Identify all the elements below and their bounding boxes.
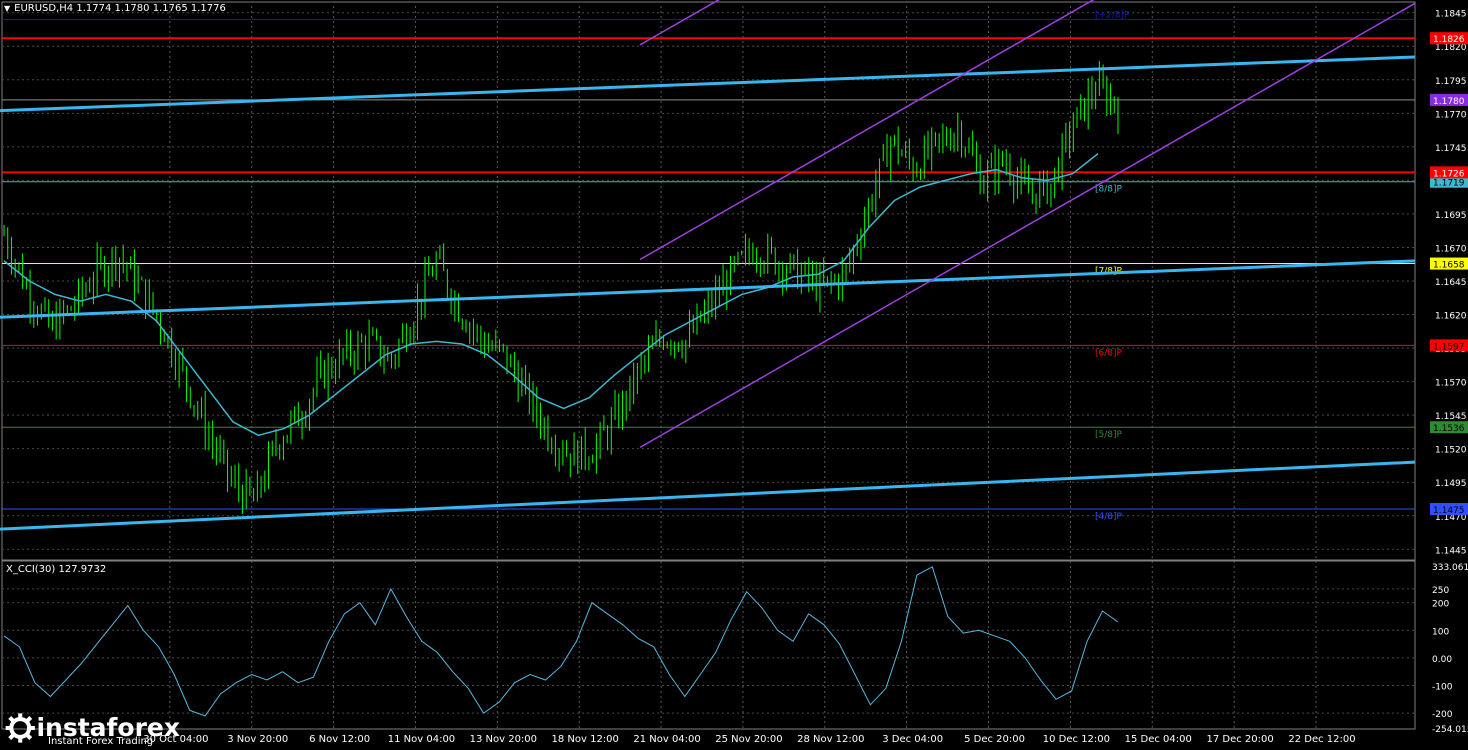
price-tag: 1.1719 xyxy=(1433,179,1465,189)
x-tick-label: 21 Nov 04:00 xyxy=(633,734,700,745)
price-tick-label: 1.1545 xyxy=(1435,412,1467,422)
cci-tick-label: 100 xyxy=(1432,627,1449,637)
murrey-level-label: [5/8]P xyxy=(1095,430,1123,440)
price-tick-label: 1.1795 xyxy=(1435,77,1467,87)
price-tick-label: 1.1445 xyxy=(1435,546,1467,556)
x-tick-label: 17 Dec 20:00 xyxy=(1207,734,1274,745)
grid xyxy=(1,1,1416,730)
cci-tick-label: 333.061 xyxy=(1432,563,1468,573)
channel-line xyxy=(639,0,1095,261)
x-tick-label: 15 Dec 04:00 xyxy=(1125,734,1192,745)
price-tag: 1.1658 xyxy=(1433,261,1465,271)
x-tick-label: 28 Nov 12:00 xyxy=(797,734,864,745)
price-tick-label: 1.1570 xyxy=(1435,379,1467,389)
moving-average-line xyxy=(3,153,1099,437)
chart-header: ▼ EURUSD,H4 1.1774 1.1780 1.1765 1.1776 xyxy=(4,3,226,14)
x-tick-label: 3 Nov 20:00 xyxy=(227,734,288,745)
x-tick-label: 30 Oct 04:00 xyxy=(143,734,208,745)
price-tag-bg xyxy=(1430,93,1468,106)
x-tick-label: 11 Nov 04:00 xyxy=(388,734,455,745)
price-tick-label: 1.1745 xyxy=(1435,144,1467,154)
ohlc-readout: 1.1774 1.1780 1.1765 1.1776 xyxy=(76,3,226,14)
trend-line xyxy=(0,55,1416,113)
gear-icon xyxy=(5,713,35,743)
x-tick-label: 6 Nov 12:00 xyxy=(309,734,370,745)
x-tick-label: 18 Nov 12:00 xyxy=(551,734,618,745)
price-tick-label: 1.1645 xyxy=(1435,278,1467,288)
cci-tick-label: -200 xyxy=(1432,710,1453,720)
price-tick-label: 1.1520 xyxy=(1435,446,1467,456)
cci-tick-label: -100 xyxy=(1432,683,1453,693)
price-tag: 1.1536 xyxy=(1433,424,1465,434)
price-tick-label: 1.1770 xyxy=(1435,110,1467,120)
x-tick-label: 10 Dec 12:00 xyxy=(1043,734,1110,745)
price-tick-label: 1.1670 xyxy=(1435,244,1467,254)
cci-layer xyxy=(2,566,1415,717)
top-level-label: [+2/8]P xyxy=(1095,10,1130,20)
logo-brand: instaforex xyxy=(36,713,180,742)
overlay-layer xyxy=(0,0,1416,531)
price-tag-bg xyxy=(1430,339,1468,352)
cci-tick-label: 0.00 xyxy=(1432,655,1452,665)
axes-layer: 30 Oct 04:00 3 Nov 20:00 6 Nov 12:00 11 Nov… xyxy=(143,10,1468,745)
cci-tick-label: 250 xyxy=(1432,586,1449,596)
murrey-level-label: [7/8]P xyxy=(1095,267,1123,277)
murrey-level-label: [8/8]P xyxy=(1095,185,1123,195)
price-tag-bg xyxy=(1430,503,1468,516)
x-tick-label: 22 Dec 12:00 xyxy=(1288,734,1355,745)
trend-line xyxy=(0,259,1416,319)
price-tick-label: 1.1470 xyxy=(1435,513,1467,523)
x-tick-label: 13 Nov 20:00 xyxy=(470,734,537,745)
cci-tick-label: -254.013 xyxy=(1432,725,1468,735)
price-tag-bg xyxy=(1430,175,1468,188)
levels-layer: [8/8]P [7/8]P [6/8]P [5/8]P [4/8]P [+2/8]P xyxy=(2,10,1415,522)
current-price-tag: 1.1780 xyxy=(1433,97,1465,107)
price-tag: 1.1475 xyxy=(1433,506,1465,516)
price-tick-label: 1.1845 xyxy=(1435,10,1467,20)
cci-panel-frame xyxy=(1,560,1416,730)
price-tag-bg xyxy=(1430,257,1468,270)
x-tick-label: 5 Dec 20:00 xyxy=(964,734,1025,745)
dropdown-arrow-icon[interactable]: ▼ xyxy=(4,4,11,13)
price-tag: 1.1826 xyxy=(1433,35,1465,45)
price-tag-bg xyxy=(1430,166,1468,179)
cci-line xyxy=(3,566,1119,717)
channel-line xyxy=(639,2,1416,448)
price-tag-bg xyxy=(1430,32,1468,45)
logo-tagline: Instant Forex Trading xyxy=(48,736,154,747)
murrey-level-label: [4/8]P xyxy=(1095,512,1123,522)
price-tick-label: 1.1820 xyxy=(1435,43,1467,53)
price-tag-bg xyxy=(1430,421,1468,434)
cci-tick-label: 200 xyxy=(1432,600,1449,610)
x-tick-label: 3 Dec 04:00 xyxy=(882,734,943,745)
price-tick-label: 1.1620 xyxy=(1435,312,1467,322)
price-tick-label: 1.1695 xyxy=(1435,211,1467,221)
price-tick-label: 1.1495 xyxy=(1435,479,1467,489)
symbol-label: EURUSD,H4 xyxy=(14,3,74,14)
x-tick-label: 25 Nov 20:00 xyxy=(715,734,782,745)
trend-line xyxy=(0,460,1416,531)
cci-label: X_CCI(30) 127.9732 xyxy=(6,564,107,575)
instaforex-logo: instaforex Instant Forex Trading xyxy=(4,708,180,748)
price-tag: 1.1726 xyxy=(1433,169,1465,179)
murrey-level-label: [6/8]P xyxy=(1095,348,1123,358)
price-tag: 1.1597 xyxy=(1433,342,1465,352)
